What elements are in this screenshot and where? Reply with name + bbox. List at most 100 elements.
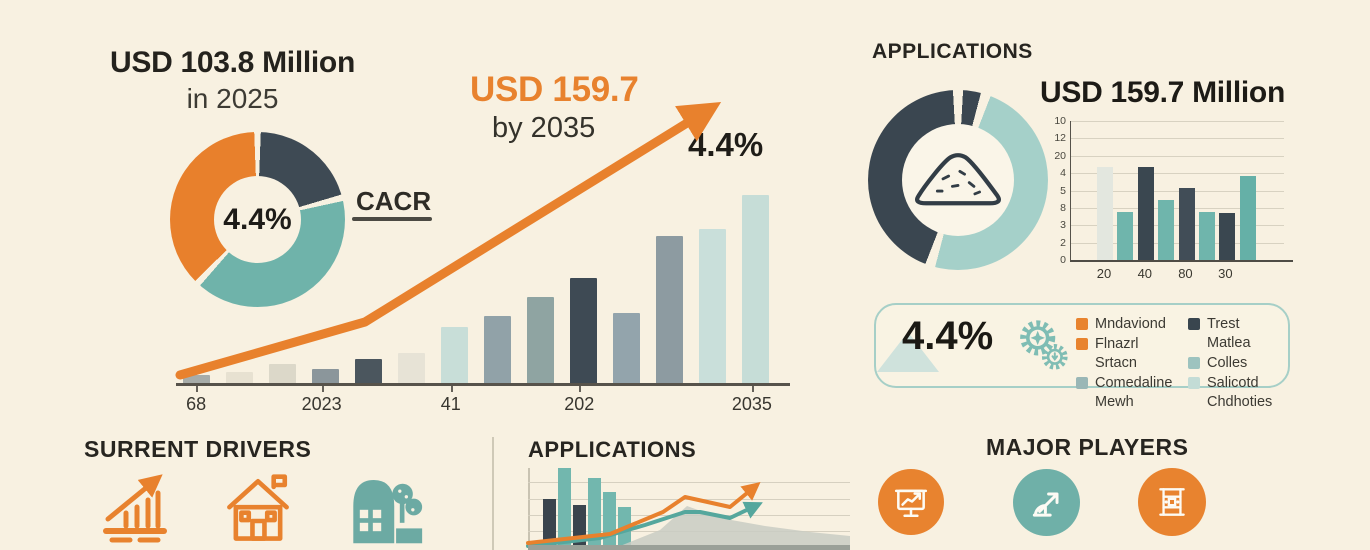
combo-bar <box>543 499 556 548</box>
mini-bar <box>1199 212 1215 260</box>
gridline <box>1071 138 1284 140</box>
axis-tick-label: 8 <box>1060 202 1066 214</box>
growth-bar <box>699 229 726 383</box>
gridline <box>528 482 850 483</box>
legend-label: Comedaline Mewh <box>1095 375 1173 410</box>
mini-bar <box>1097 167 1113 260</box>
axis-tick-label: 30 <box>1218 266 1233 281</box>
facility-building-icon <box>353 480 423 544</box>
axis-tick-label: 2023 <box>301 394 342 414</box>
market-2025-title: USD 103.8 Million <box>110 46 355 79</box>
mini-chart-xlabels: 20 40 80 30 <box>1070 266 1292 284</box>
axis-tick-label: 3 <box>1060 219 1066 232</box>
legend-swatch <box>1076 318 1088 330</box>
applications-mini-chart: 10 12 20 4 5 8 3 2 0 20 40 80 30 <box>1044 114 1296 289</box>
growth-bar <box>312 369 339 383</box>
section-divider <box>492 437 494 550</box>
mini-bar <box>1219 213 1236 260</box>
mini-chart-ylabels: 10 12 20 4 5 8 3 2 0 <box>1044 114 1066 274</box>
legend-label: Salicotd Chdhoties <box>1207 375 1273 410</box>
drivers-heading: SURRENT DRIVERS <box>84 436 312 462</box>
market-2025-subtitle: in 2025 <box>186 83 279 114</box>
summary-rate: 4.4% <box>902 314 994 358</box>
gridline <box>1071 225 1284 227</box>
combo-chart-baseline <box>528 545 850 550</box>
growth-bar <box>398 353 425 383</box>
cagr-label: CACR <box>356 186 432 216</box>
applications-heading: APPLICATIONS <box>872 40 1033 63</box>
growth-bar <box>613 313 640 383</box>
gridline <box>1071 242 1284 244</box>
axis-tick-label: 2035 <box>731 394 772 414</box>
legend-item: Salicotd Chdhoties <box>1188 374 1284 412</box>
legend-item: Colles <box>1188 354 1284 373</box>
legend-item: Trest Matlea <box>1188 315 1284 353</box>
machine-frame-icon <box>1159 488 1185 516</box>
combo-chart-lines <box>526 482 850 548</box>
market-2025-block: USD 103.8 Million in 2025 <box>70 46 395 115</box>
axis-tick-label: 0 <box>1060 254 1066 267</box>
pile-triangle-icon <box>877 332 939 372</box>
gridline <box>1071 155 1284 157</box>
cagr-donut-value: 4.4% <box>223 202 292 236</box>
mini-bar <box>1137 167 1154 260</box>
mini-bar <box>1239 176 1256 260</box>
legend-item: Mndaviond <box>1076 315 1184 334</box>
growth-chart-xlabels: 68 2023 41 202 2035 <box>176 386 790 414</box>
mini-bar <box>1158 200 1175 260</box>
axis-tick-label: 4 <box>1060 167 1066 180</box>
legend-label: Mndaviond <box>1095 316 1166 332</box>
projection-value: USD 159.7 <box>470 70 639 109</box>
axis-tick-label: 10 <box>1054 115 1066 127</box>
growth-bar <box>355 359 382 383</box>
legend-label: Colles <box>1207 355 1248 371</box>
growth-bar <box>269 364 296 383</box>
growth-bar <box>570 278 597 383</box>
gridline <box>1071 121 1284 122</box>
axis-tick-label: 12 <box>1054 132 1066 145</box>
legend-swatch <box>1076 377 1088 389</box>
rocket-drill-icon <box>1032 492 1059 517</box>
gears-icon <box>1020 320 1068 370</box>
axis-tick-label: 202 <box>564 394 595 414</box>
legend-column-2: Trest Matlea Colles Salicotd Chdhoties <box>1188 315 1284 413</box>
axis-tick-label: 80 <box>1178 266 1193 281</box>
growth-bar <box>484 316 511 383</box>
growth-bar <box>226 372 253 383</box>
legend-swatch <box>1076 338 1088 350</box>
applications-donut-chart <box>868 90 1048 270</box>
combo-chart-spine <box>528 468 530 548</box>
combo-bar <box>588 478 601 548</box>
projection-period: by 2035 <box>492 112 596 144</box>
growth-bar <box>183 375 210 383</box>
axis-tick-label: 41 <box>440 394 461 414</box>
gridline <box>1071 208 1284 209</box>
powder-pile-icon <box>915 153 1001 206</box>
mini-bar <box>1178 188 1195 260</box>
legend-swatch <box>1188 377 1200 389</box>
combo-bar <box>558 468 571 548</box>
player-badge-3 <box>1138 468 1206 536</box>
axis-tick <box>450 386 453 392</box>
axis-tick-label: 2 <box>1060 236 1066 249</box>
axis-tick-label: 20 <box>1096 266 1112 281</box>
summary-legend-box: 4.4% Mndaviond Flnazrl Srtacn Comedaline M… <box>874 303 1290 410</box>
axis-tick-label: 5 <box>1060 184 1066 197</box>
mini-chart-plot <box>1070 121 1293 262</box>
axis-tick <box>579 386 582 392</box>
cagr-donut-hole: 4.4% <box>214 176 301 263</box>
growth-chart-icon <box>103 474 167 543</box>
axis-tick <box>751 386 754 392</box>
growth-chart-axis <box>176 383 790 386</box>
legend-column-1: Mndaviond Flnazrl Srtacn Comedaline Mewh <box>1076 315 1184 413</box>
market-2035-title: USD 159.7 Million <box>1040 76 1285 109</box>
growth-bar <box>742 195 769 383</box>
applications-bottom-heading: APPLICATIONS <box>528 437 697 462</box>
legend-swatch <box>1188 318 1200 330</box>
axis-tick <box>321 386 324 392</box>
axis-tick-label: 20 <box>1054 149 1066 162</box>
legend-item: Comedaline Mewh <box>1076 374 1184 412</box>
legend-label: Flnazrl Srtacn <box>1095 336 1139 371</box>
cagr-underline <box>352 217 432 221</box>
